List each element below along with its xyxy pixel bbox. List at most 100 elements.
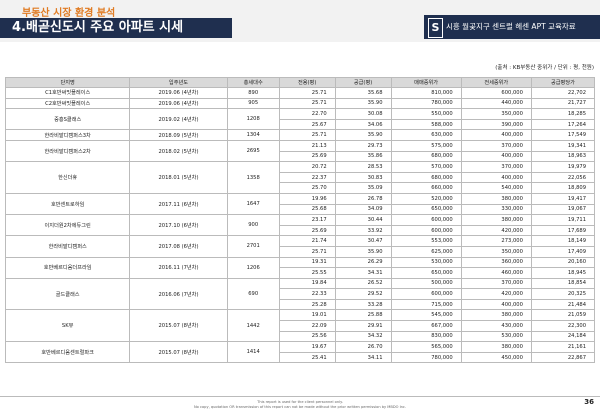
cell-value: 30.83: [334, 171, 392, 184]
section-label: 부동산 시장 환경 분석: [22, 8, 116, 19]
cell-value: 680,000: [390, 150, 462, 163]
column-header: 전용(평): [278, 77, 336, 88]
cell-value: 400,000: [460, 129, 532, 141]
price-table: 단지명 입주년도 총세대수 전용(평) 공급(평) 매매중위가 전세중위가 공급평당가 C1호반…: [4, 77, 596, 364]
cell-value: 500,000: [390, 277, 462, 290]
cell-value: 18,149: [530, 235, 596, 247]
cell-year: 2018.02 (5년차): [129, 139, 228, 163]
cell-value: 25.88: [334, 309, 392, 322]
cell-value: 22.70: [278, 108, 336, 120]
cell-name: 호반베르디움더프라임: [4, 256, 131, 279]
cell-value: 24,184: [530, 330, 596, 343]
cell-value: 553,000: [390, 235, 462, 247]
cell-value: 650,000: [390, 203, 462, 216]
cell-value: 565,000: [390, 341, 462, 353]
cell-value: 26.70: [334, 341, 392, 353]
cell-value: 450,000: [460, 351, 532, 364]
cell-value: 19,067: [530, 203, 596, 216]
cell-value: 400,000: [460, 298, 532, 311]
cell-value: 530,000: [460, 330, 532, 343]
cell-value: 588,000: [390, 118, 462, 131]
table-row: SK뷰 2015.07 (8년차) 1442 19.01 25.88 545,000 380…: [4, 309, 596, 343]
cell-value: 25.67: [278, 118, 336, 131]
cell-name: 호반베르디움센트럴파크: [4, 341, 131, 364]
cell-households: 1208: [226, 108, 280, 131]
cell-name: C1호반써밋플레이스: [4, 87, 131, 99]
cell-value: 21,484: [530, 298, 596, 311]
cell-value: 625,000: [390, 245, 462, 258]
cell-value: 25.68: [278, 203, 336, 216]
cell-value: 380,000: [460, 309, 532, 322]
cell-value: 380,000: [460, 214, 532, 226]
cell-name: C2호반써밋플레이스: [4, 97, 131, 110]
cell-value: 26.78: [334, 192, 392, 205]
cell-year: 2019.06 (4년차): [129, 97, 228, 110]
cell-value: 22,056: [530, 171, 596, 184]
cell-value: 350,000: [460, 108, 532, 120]
cell-value: 19.84: [278, 277, 336, 290]
cell-value: 34.06: [334, 118, 392, 131]
cell-value: 21.74: [278, 235, 336, 247]
cell-value: 667,000: [390, 320, 462, 332]
cell-value: 680,000: [390, 171, 462, 184]
column-header: 공급(평): [334, 77, 392, 88]
cell-value: 19.96: [278, 192, 336, 205]
table-row: 호반센트로하임 2017.11 (6년차) 1647 19.96 26.78 520,00…: [4, 192, 596, 216]
cell-value: 19,341: [530, 139, 596, 152]
cell-value: 22,300: [530, 320, 596, 332]
cell-value: 17,409: [530, 245, 596, 258]
cell-year: 2017.10 (6년차): [129, 214, 228, 237]
cell-value: 22.09: [278, 320, 336, 332]
cell-value: 18,945: [530, 267, 596, 279]
cell-value: 29.52: [334, 288, 392, 300]
cell-value: 19,417: [530, 192, 596, 205]
table-row: 25.56 34.32 830,000 530,000 24,184: [6, 330, 596, 343]
cell-value: 19.67: [278, 341, 336, 353]
cell-year: 2017.11 (6년차): [129, 192, 228, 216]
logo: S: [428, 18, 443, 38]
table-row: 25.67 34.06 588,000 390,000 17,264: [6, 118, 596, 131]
cell-value: 350,000: [460, 245, 532, 258]
page-number: 36: [584, 398, 594, 406]
cell-value: 21,727: [530, 97, 596, 110]
cell-value: 18,963: [530, 150, 596, 163]
cell-value: 380,000: [460, 341, 532, 353]
cell-value: 570,000: [390, 161, 462, 173]
cell-value: 17,549: [530, 129, 596, 141]
table-row: 22.09 29.91 667,000 430,000 22,300: [6, 320, 596, 332]
cell-value: 370,000: [460, 161, 532, 173]
footer-note: This report is used for the client perso…: [257, 400, 343, 404]
footer-rule: [0, 396, 600, 397]
table-row: 한라비발디캠퍼스3차 2018.09 (5년차) 1304 25.71 35.90 630…: [4, 129, 596, 141]
cell-value: 30.47: [334, 235, 392, 247]
cell-value: 18,809: [530, 182, 596, 194]
table-row: 25.41 34.11 780,000 450,000 22,867: [6, 351, 596, 364]
cell-value: 17,689: [530, 224, 596, 237]
cell-value: 19,711: [530, 214, 596, 226]
cell-value: 20,160: [530, 256, 596, 269]
cell-name: 호반센트로하임: [4, 192, 131, 216]
cell-value: 20.72: [278, 161, 336, 173]
cell-value: 390,000: [460, 118, 532, 131]
cell-value: 25.71: [278, 129, 336, 141]
table-row: 25.55 34.31 650,000 460,000 18,945: [6, 267, 596, 279]
cell-value: 520,000: [390, 192, 462, 205]
cell-value: 35.09: [334, 182, 392, 194]
cell-value: 22,702: [530, 87, 596, 99]
brand-box: S 시흥 월곶지구 센트럴 헤센 APT 교육자료: [424, 15, 600, 39]
table-row: 22.37 30.83 680,000 400,000 22,056: [6, 171, 596, 184]
table-row: 한라비발디캠퍼스 2017.08 (6년차) 2701 21.74 30.47 553,0…: [4, 235, 596, 258]
cell-value: 26.29: [334, 256, 392, 269]
table-row: 25.28 33.28 715,000 400,000 21,484: [6, 298, 596, 311]
cell-name: 골드클래스: [4, 277, 131, 311]
cell-value: 29.91: [334, 320, 392, 332]
table-row: C1호반써밋플레이스 2019.06 (4년차) 890 25.71 35.68 810,…: [4, 87, 596, 99]
cell-name: 중흥S클래스: [4, 108, 131, 131]
cell-households: 900: [226, 214, 280, 237]
cell-households: 1442: [226, 309, 280, 343]
cell-value: 25.28: [278, 298, 336, 311]
column-header: 전세중위가: [460, 77, 532, 88]
cell-name: 한신더휴: [4, 161, 131, 194]
cell-value: 530,000: [390, 256, 462, 269]
